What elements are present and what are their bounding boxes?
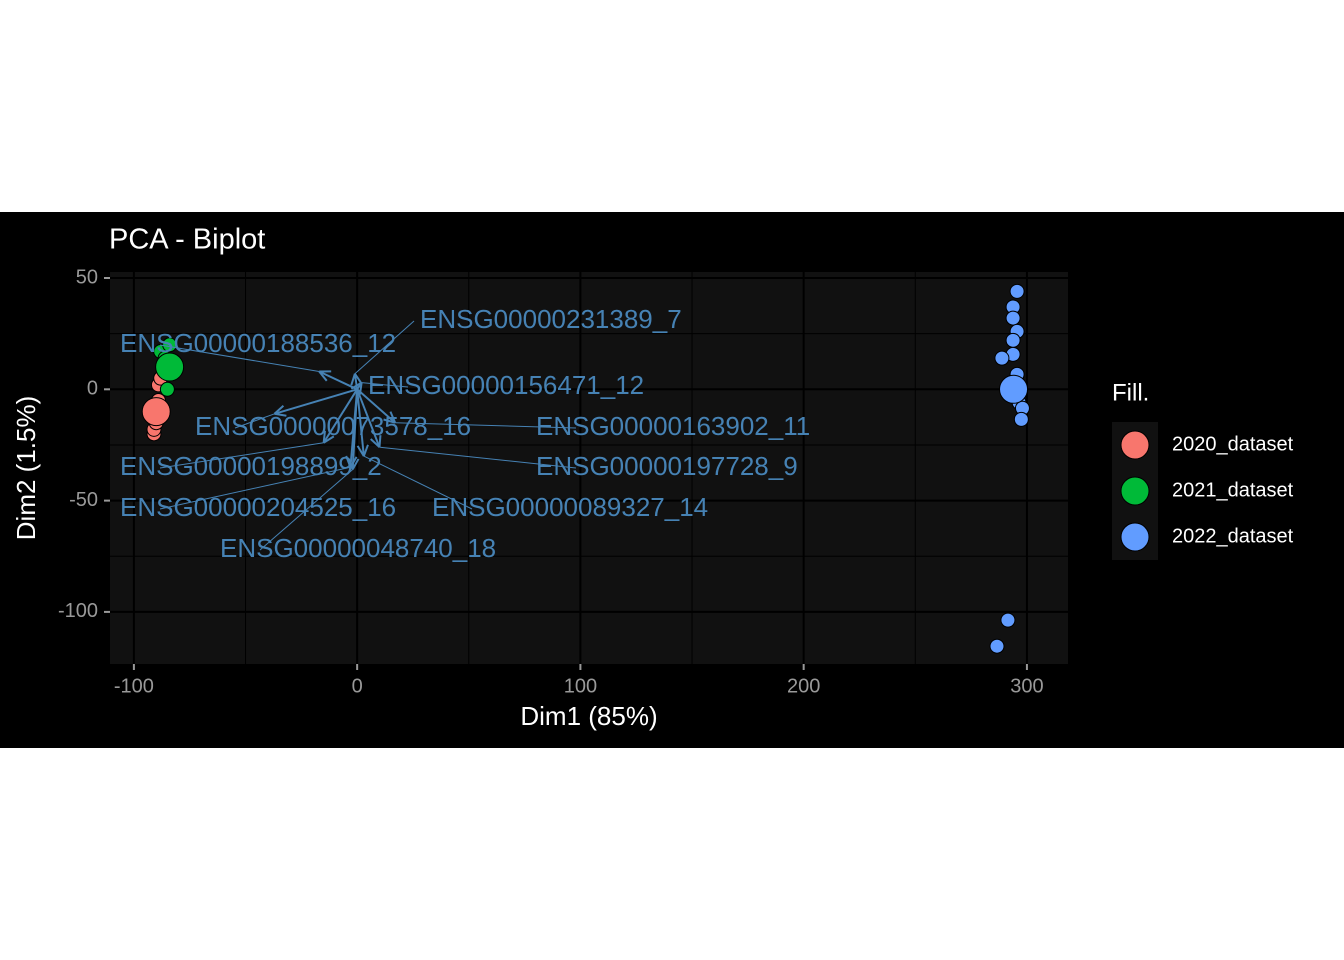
arrow-head: [347, 457, 354, 470]
arrow-head: [370, 438, 381, 448]
loading-arrow: [356, 388, 396, 424]
arrow-head: [351, 458, 360, 470]
label-connector: [354, 320, 415, 375]
loading-arrow: [274, 388, 358, 415]
marks: ENSG00000231389_7 ENSG00000188536_12 ENSG0…: [120, 283, 1030, 654]
loading-arrow: [351, 389, 359, 470]
y-tick-label: -50: [69, 489, 98, 511]
arrow-label: ENSG00000204525_16: [120, 492, 396, 522]
group-mean: [999, 374, 1029, 404]
label-connector: [395, 422, 577, 429]
arrow-label: ENSG00000048740_18: [220, 533, 496, 563]
legend-key: [1120, 430, 1150, 460]
arrow-head: [322, 430, 326, 443]
y-tick-label: 0: [87, 378, 98, 400]
loading-arrow: [356, 388, 381, 448]
arrow-head: [318, 370, 328, 382]
label-connector: [361, 382, 409, 388]
label-connector: [234, 413, 275, 429]
label-connector: [159, 466, 351, 510]
x-tick-label: -100: [114, 675, 154, 697]
arrow-label: ENSG00000188536_12: [120, 328, 396, 358]
grid: [110, 272, 1068, 664]
x-tick-label: 100: [564, 675, 597, 697]
loading-arrow: [356, 389, 365, 457]
label-connector: [363, 455, 473, 510]
point: [1013, 411, 1029, 427]
group-mean: [141, 397, 171, 427]
point: [989, 638, 1005, 654]
label-connector: [159, 344, 320, 372]
arrow-label: ENSG00000089327_14: [432, 492, 708, 522]
point: [1009, 283, 1025, 299]
point: [994, 350, 1010, 366]
legend-label: 2021_dataset: [1172, 479, 1294, 501]
label-connector: [379, 446, 577, 469]
panel: [110, 272, 1068, 664]
point: [162, 337, 178, 353]
arrow-label: ENSG00000163902_11: [536, 411, 810, 441]
x-tick-label: 300: [1010, 675, 1043, 697]
label-connector: [259, 469, 354, 551]
group-mean: [155, 352, 185, 382]
loading-arrow: [318, 370, 358, 391]
legend-label: 2022_dataset: [1172, 525, 1294, 547]
legend-title: Fill.: [1112, 379, 1149, 406]
arrow-head: [323, 435, 335, 444]
point: [1005, 332, 1021, 348]
arrow-label: ENSG00000197728_9: [536, 451, 798, 481]
arrow-head: [354, 373, 363, 385]
arrow-head: [356, 445, 365, 457]
legend-key: [1120, 522, 1150, 552]
x-tick-label: 200: [787, 675, 820, 697]
arrow-head: [350, 381, 363, 390]
chart-title: PCA - Biplot: [109, 224, 265, 256]
arrow-head: [383, 418, 396, 424]
point: [1000, 612, 1016, 628]
y-axis-label: Dim2 (1.5%): [11, 396, 41, 540]
point: [159, 381, 175, 397]
legend-label: 2020_dataset: [1172, 433, 1294, 455]
arrow-head: [350, 373, 356, 386]
y-tick-label: 50: [76, 266, 98, 288]
arrow-head: [274, 412, 287, 417]
arrow-label: ENSG00000156471_12: [368, 370, 644, 400]
arrow-head: [273, 404, 285, 415]
legend-key: [1120, 476, 1150, 506]
arrow-head: [345, 455, 352, 468]
loading-arrow: [322, 388, 358, 444]
x-tick-label: 0: [352, 675, 363, 697]
arrow-label: ENSG00000231389_7: [420, 304, 682, 334]
arrow-label: ENSG00000198899_2: [120, 451, 382, 481]
point: [1005, 310, 1021, 326]
loading-arrow: [353, 373, 359, 390]
label-connector: [159, 442, 324, 469]
arrow-head: [362, 444, 369, 457]
arrow-head: [389, 411, 397, 424]
y-tick-label: -100: [58, 600, 98, 622]
arrow-head: [378, 435, 382, 448]
x-axis-label: Dim1 (85%): [520, 701, 657, 731]
